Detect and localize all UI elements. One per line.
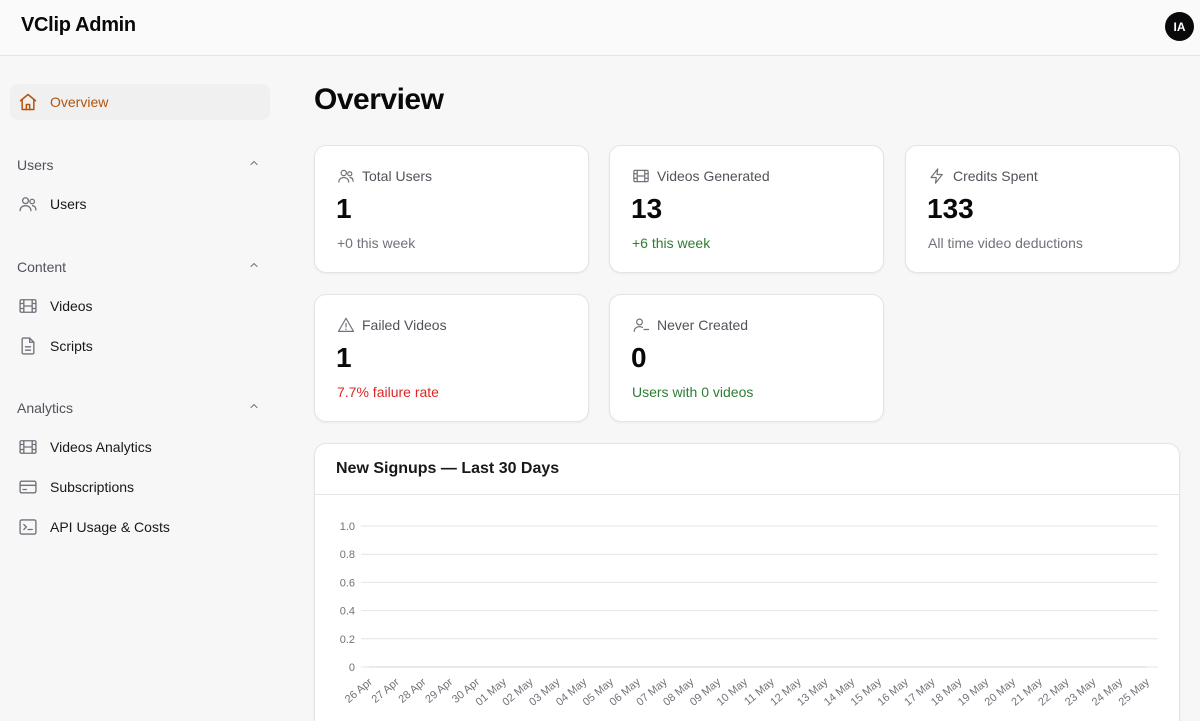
sidebar-item-videos[interactable]: Videos [10,288,270,324]
y-tick-label: 0.4 [340,606,355,618]
signups-chart-card: New Signups — Last 30 Days 1.0 0.8 0.6 0.4 0… [314,443,1180,721]
y-tick-label: 0.8 [340,549,355,561]
card-value: 133 [927,193,974,224]
card-subtext: All time video deductions [928,235,1083,251]
sidebar-item-subscriptions[interactable]: Subscriptions [10,469,270,505]
card-subtext: +6 this week [632,235,711,251]
y-tick-label: 0 [349,662,355,674]
user-avatar[interactable]: IA [1165,12,1194,41]
x-tick-label: 29 Apr [423,676,455,706]
x-tick-label: 26 Apr [343,676,375,706]
card-title: Total Users [362,168,433,184]
card-subtext: +0 this week [337,235,416,251]
sidebar-item-overview[interactable]: Overview [10,84,270,120]
sidebar-item-label: Users [50,196,87,212]
chevron-up-icon[interactable] [247,399,261,413]
x-tick-label: 27 Apr [370,676,402,706]
sidebar-item-videos-analytics[interactable]: Videos Analytics [10,429,270,465]
sidebar-item-label: Videos [50,298,93,314]
film-icon [18,437,38,457]
sidebar-item-scripts[interactable]: Scripts [10,328,270,364]
sidebar-item-label: Scripts [50,338,93,354]
film-icon [632,167,650,185]
x-tick-label: 25 May [1117,676,1153,709]
home-icon [18,92,38,112]
file-icon [18,336,38,356]
zap-icon [928,167,946,185]
stat-card-videos-generated: Videos Generated 13 +6 this week [609,145,884,273]
y-tick-label: 0.6 [340,577,355,589]
top-bar: VClip Admin IA [0,0,1200,56]
terminal-icon [18,517,38,537]
app-title[interactable]: VClip Admin [21,14,136,36]
card-value: 0 [631,342,647,373]
y-tick-label: 1.0 [340,521,355,533]
chart-header: New Signups — Last 30 Days [315,444,1179,495]
film-icon [18,296,38,316]
card-value: 1 [336,193,352,224]
card-title: Videos Generated [657,168,770,184]
card-subtext: 7.7% failure rate [337,384,439,400]
stat-card-never-created: Never Created 0 Users with 0 videos [609,294,884,422]
chart-title: New Signups — Last 30 Days [336,460,560,477]
stat-card-credits-spent: Credits Spent 133 All time video deducti… [905,145,1180,273]
page-title: Overview [314,83,444,116]
stat-card-total-users: Total Users 1 +0 this week [314,145,589,273]
card-subtext: Users with 0 videos [632,384,754,400]
card-value: 1 [336,342,352,373]
card-title: Failed Videos [362,317,447,333]
sidebar: Overview Users Users Content Videos Scri… [0,57,282,721]
user-minus-icon [632,316,650,334]
alert-triangle-icon [337,316,355,334]
y-tick-label: 0.2 [340,634,355,646]
sidebar-item-users[interactable]: Users [10,186,270,222]
group-label-users: Users [17,157,54,173]
sidebar-item-label: API Usage & Costs [50,519,170,535]
card-title: Never Created [657,317,749,333]
sidebar-item-label: Overview [50,94,109,110]
users-icon [337,167,355,185]
group-label-analytics: Analytics [17,400,74,416]
group-label-content: Content [17,259,67,275]
stat-card-failed-videos: Failed Videos 1 7.7% failure rate [314,294,589,422]
card-title: Credits Spent [953,168,1038,184]
sidebar-item-label: Subscriptions [50,479,135,495]
credit-card-icon [18,477,38,497]
users-icon [18,194,38,214]
sidebar-item-label: Videos Analytics [50,439,152,455]
chevron-up-icon[interactable] [247,258,261,272]
x-tick-label: 28 Apr [396,676,428,706]
card-value: 13 [631,193,663,224]
chevron-up-icon[interactable] [247,156,261,170]
sidebar-item-api-usage[interactable]: API Usage & Costs [10,509,270,545]
